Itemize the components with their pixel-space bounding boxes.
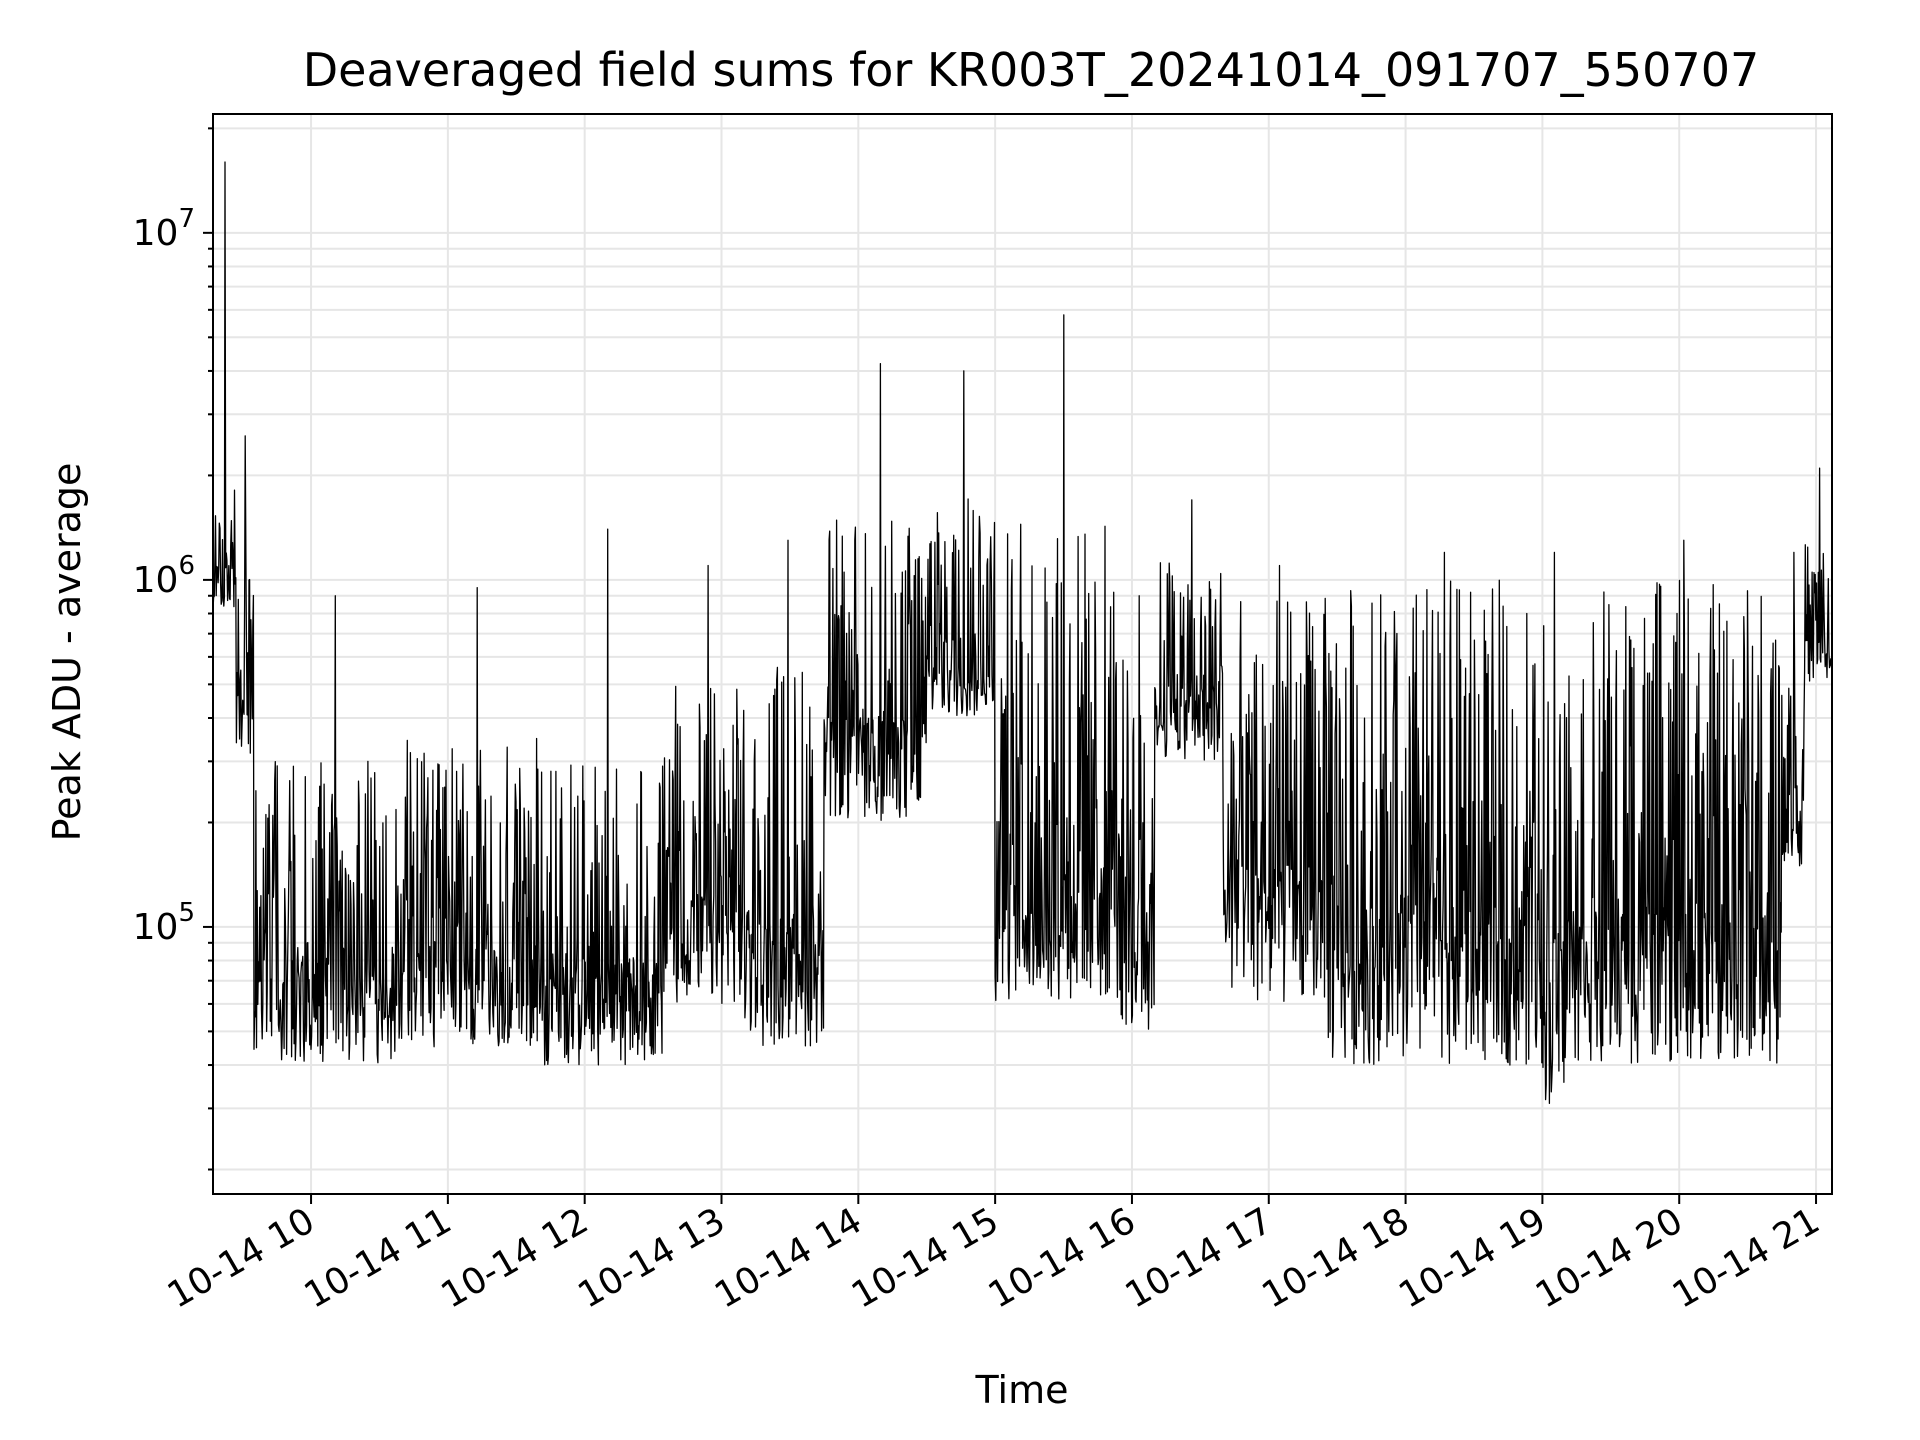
x-axis-label: Time xyxy=(975,1368,1069,1412)
y-tick-label: 106 xyxy=(133,551,195,601)
plot-frame xyxy=(212,113,1833,1195)
chart-title: Deaveraged field sums for KR003T_2024101… xyxy=(303,43,1759,97)
series-line xyxy=(212,161,1833,1105)
y-axis: 105 106 107 xyxy=(133,127,213,1171)
series-path xyxy=(212,161,1833,1105)
y-tick-label: 105 xyxy=(133,898,195,948)
y-axis-label: Peak ADU - average xyxy=(45,463,89,842)
y-tick-label: 107 xyxy=(133,204,195,254)
